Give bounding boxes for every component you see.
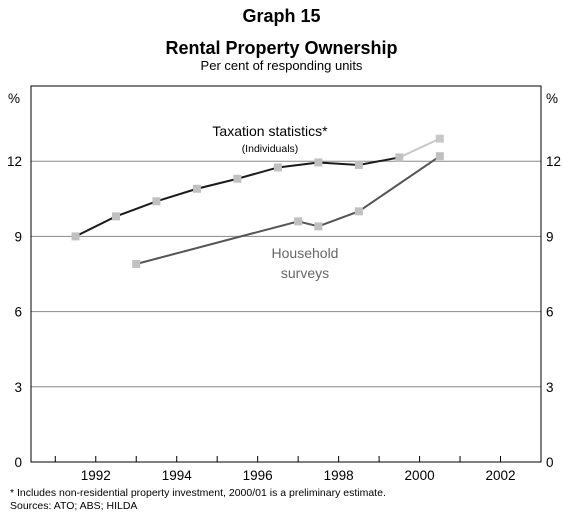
x-axis: 1992 1994 1996 1998 2000 2002	[54, 456, 516, 483]
y-tick-label-left: 9	[14, 229, 22, 244]
data-point-taxation	[233, 174, 242, 183]
data-point-taxation	[314, 158, 323, 167]
footnote: * Includes non-residential property inve…	[10, 487, 386, 513]
label-taxation-sub: (Individuals)	[242, 143, 299, 155]
y-tick-label-right: 9	[546, 229, 554, 244]
data-point-taxation	[354, 160, 363, 169]
y-tick-label-right: 6	[546, 305, 554, 320]
data-point-taxation	[273, 163, 282, 172]
x-tick-label: 1996	[243, 468, 273, 483]
x-tick-label: 2000	[405, 468, 435, 483]
series-line-taxation	[75, 156, 400, 238]
y-tick-label-left: 6	[14, 305, 22, 320]
y-tick-label-right: 3	[546, 380, 554, 395]
series-layer	[71, 134, 444, 268]
data-point-taxation	[192, 184, 201, 193]
plot-frame	[30, 85, 542, 463]
data-point-household	[354, 207, 363, 216]
data-point-taxation	[152, 197, 161, 206]
y-unit-right: %	[546, 91, 558, 106]
data-point-household	[435, 152, 444, 161]
footnote-sources: Sources: ATO; ABS; HILDA	[10, 500, 138, 512]
data-point-taxation	[112, 212, 120, 221]
series-line-preliminary	[398, 137, 441, 159]
chart-title: Rental Property Ownership	[165, 38, 398, 58]
label-taxation: Taxation statistics*	[212, 123, 328, 139]
label-household-line2: surveys	[281, 265, 329, 281]
data-point-household	[132, 259, 141, 268]
chart-subtitle: Per cent of responding units	[200, 58, 363, 73]
data-point-taxation	[71, 232, 80, 241]
label-household-line1: Household	[272, 245, 339, 261]
data-point-household	[294, 217, 303, 226]
y-tick-label-left: 3	[14, 380, 22, 395]
data-point-household	[314, 222, 323, 231]
y-tick-label-right: 0	[546, 455, 554, 470]
x-tick-label: 1998	[324, 468, 354, 483]
y-tick-label-left: 12	[7, 154, 22, 169]
graph-number: Graph 15	[242, 6, 321, 26]
x-tick-label: 1994	[162, 468, 193, 483]
data-point-taxation	[395, 153, 404, 162]
y-tick-label-left: 0	[14, 455, 22, 470]
gridlines	[31, 160, 541, 388]
y-axis: 0 0 3 3 6 6 9 9 12 12	[7, 154, 561, 470]
x-tick-label: 2002	[486, 468, 516, 483]
y-tick-label-right: 12	[546, 154, 561, 169]
y-unit-left: %	[8, 91, 20, 106]
footnote-note: * Includes non-residential property inve…	[10, 487, 386, 499]
x-tick-label: 1992	[81, 468, 111, 483]
data-point-preliminary	[435, 134, 444, 143]
